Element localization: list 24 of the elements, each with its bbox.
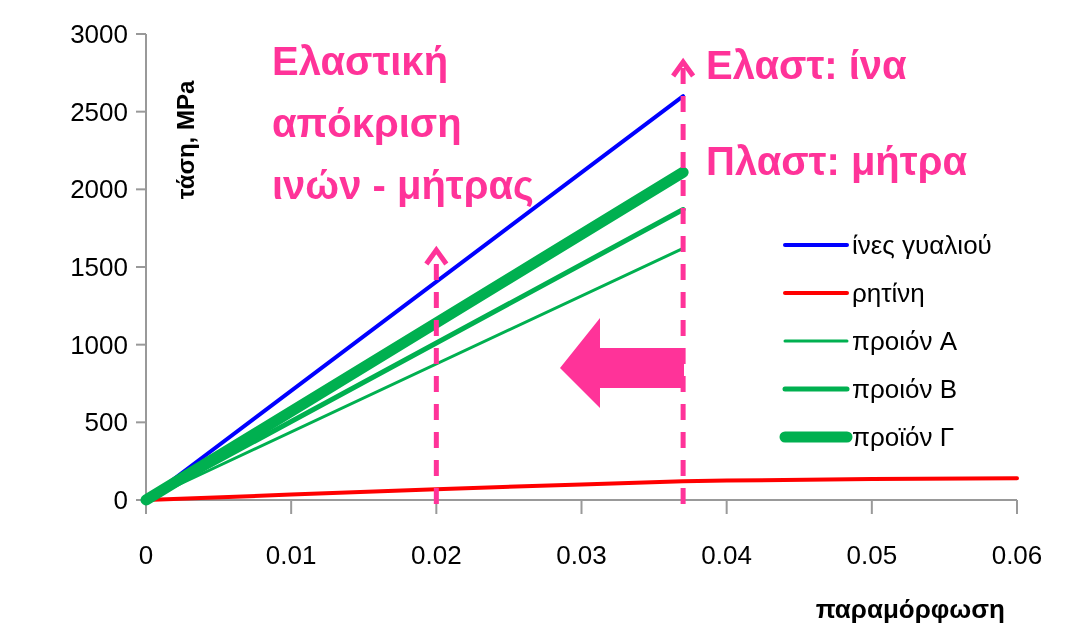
legend-label: προιόν A (852, 326, 958, 357)
annotation: Ελαστ: ίνα (706, 43, 908, 87)
x-tick-label: 0.06 (991, 540, 1043, 570)
y-axis-title: τάση, MPa (172, 80, 199, 200)
x-axis-title: παραμόρφωση (815, 594, 1005, 624)
y-tick-label: 500 (84, 407, 128, 438)
legend-label: ίνες γυαλιού (852, 230, 992, 261)
y-tick-label: 0 (113, 485, 128, 516)
x-tick-label: 0 (138, 540, 154, 570)
x-tick-label: 0.04 (701, 540, 752, 570)
legend-label: προϊόν Γ (852, 422, 954, 453)
legend-label: προιόν B (852, 374, 957, 405)
annotation: Ελαστική απόκριση ινών - μήτρας (272, 39, 534, 208)
legend-label: ρητίνη (852, 278, 925, 309)
x-tick-label: 0.01 (265, 540, 317, 570)
x-tick-label: 0.03 (556, 540, 607, 570)
y-tick-label: 2500 (70, 96, 128, 127)
x-tick-label: 0.05 (846, 540, 898, 570)
annotation: Πλαστ: μήτρα (706, 139, 968, 183)
x-tick-label: 0.02 (411, 540, 462, 570)
y-tick-label: 3000 (70, 19, 128, 50)
y-tick-label: 1000 (70, 329, 128, 360)
y-tick-label: 1500 (70, 252, 128, 283)
y-tick-label: 2000 (70, 174, 128, 205)
